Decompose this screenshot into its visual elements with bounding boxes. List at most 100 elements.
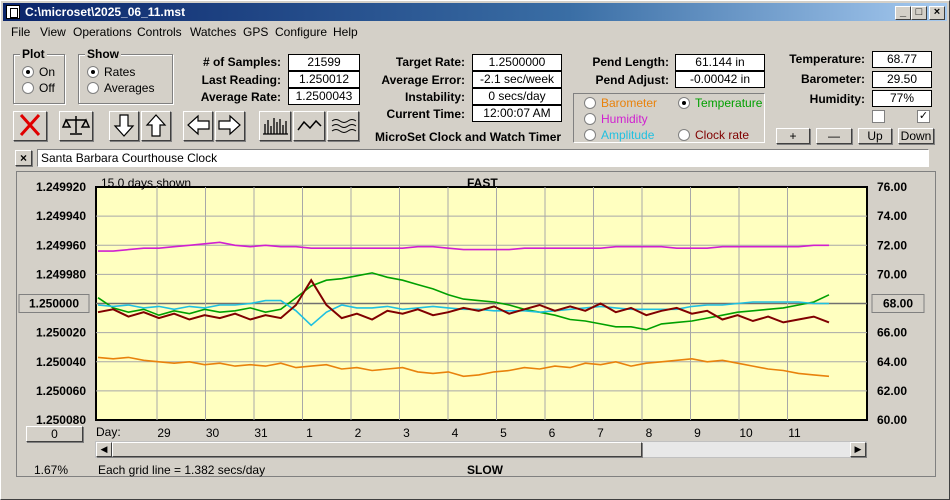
current-time-value: 12:00:07 AM xyxy=(472,105,562,122)
humidity-label: Humidity: xyxy=(809,92,865,106)
arrow-right-icon xyxy=(218,114,241,136)
y-tick-left: 1.250060 xyxy=(36,384,86,398)
menu-watches[interactable]: Watches xyxy=(190,25,237,39)
arrow-right-button[interactable] xyxy=(215,111,245,141)
clear-name-button[interactable]: × xyxy=(15,150,32,166)
y-tick-right: 76.00 xyxy=(877,180,907,194)
y-tick-left: 1.250040 xyxy=(36,355,86,369)
x-tick-label: 7 xyxy=(597,426,604,440)
wave-graph-icon xyxy=(331,119,357,133)
instability-label: Instability: xyxy=(404,90,465,104)
title-bar[interactable]: C:\microset\2025_06_11.mst _ □ × xyxy=(3,3,947,21)
sensor-clockrate-radio[interactable]: Clock rate xyxy=(678,128,749,142)
radio-dot-icon xyxy=(584,97,596,109)
pend-adjust-label: Pend Adjust: xyxy=(595,73,669,87)
x-tick-label: 29 xyxy=(157,426,171,440)
show-rates-radio[interactable]: Rates xyxy=(87,65,135,79)
line-view-button[interactable] xyxy=(293,111,325,141)
temperature-label: Temperature: xyxy=(789,52,865,66)
y-tick-left: 1.249920 xyxy=(36,180,86,194)
menu-configure[interactable]: Configure xyxy=(275,25,328,39)
x-tick-label: 8 xyxy=(646,426,653,440)
right-center-label: 68.00 xyxy=(883,297,913,311)
right-center-button[interactable] xyxy=(871,294,925,313)
minimize-button[interactable]: _ xyxy=(895,6,911,20)
plot-on-radio[interactable]: On xyxy=(22,65,55,79)
sensor-barometer-radio[interactable]: Barometer xyxy=(584,96,657,110)
radio-label: On xyxy=(39,65,56,79)
line-graph-icon xyxy=(297,119,322,131)
slow-label: SLOW xyxy=(467,463,503,477)
y-tick-right: 62.00 xyxy=(877,384,907,398)
radio-label: Rates xyxy=(104,65,136,79)
arrow-left-button[interactable] xyxy=(183,111,213,141)
average-error-label: Average Error: xyxy=(381,73,465,87)
pend-adjust-value: -0.00042 in xyxy=(675,71,765,88)
checkbox-1[interactable] xyxy=(872,110,885,123)
close-window-button[interactable]: × xyxy=(929,6,945,20)
app-subtitle: MicroSet Clock and Watch Timer xyxy=(375,130,562,144)
series-line-amplitude xyxy=(97,299,829,327)
plus-button[interactable]: + xyxy=(776,128,810,144)
maximize-button[interactable]: □ xyxy=(911,6,927,20)
x-tick-label: 5 xyxy=(500,426,507,440)
window-title: C:\microset\2025_06_11.mst xyxy=(25,5,186,19)
target-rate-value: 1.2500000 xyxy=(472,54,562,71)
y-tick-right: 60.00 xyxy=(877,413,907,427)
arrow-down-button[interactable] xyxy=(109,111,139,141)
menu-controls[interactable]: Controls xyxy=(137,25,182,39)
scroll-left-button[interactable]: ◀ xyxy=(96,442,112,457)
last-reading-value: 1.250012 xyxy=(288,71,360,88)
up-button[interactable]: Up xyxy=(858,128,892,144)
series-line-clock-rate xyxy=(97,278,830,324)
red-x-icon xyxy=(19,113,41,137)
series-line-temperature xyxy=(97,272,830,331)
radio-dot-icon xyxy=(22,82,34,94)
menu-view[interactable]: View xyxy=(40,25,66,39)
arrow-up-icon xyxy=(145,114,167,137)
radio-dot-icon xyxy=(678,129,690,141)
horizontal-scrollbar[interactable]: ◀ ▶ xyxy=(95,441,867,458)
x-tick-label: 10 xyxy=(739,426,753,440)
left-center-button[interactable] xyxy=(18,294,90,313)
scroll-right-button[interactable]: ▶ xyxy=(850,442,866,457)
y-tick-right: 66.00 xyxy=(877,326,907,340)
radio-dot-icon xyxy=(678,97,690,109)
sensor-label: Humidity xyxy=(601,112,648,126)
x-tick-label: 9 xyxy=(694,426,701,440)
show-averages-radio[interactable]: Averages xyxy=(87,81,154,95)
humidity-value: 77% xyxy=(872,90,932,107)
checkbox-2[interactable]: ✓ xyxy=(917,110,930,123)
menu-file[interactable]: File xyxy=(11,25,31,39)
samples-value: 21599 xyxy=(288,54,360,71)
bars-view-button[interactable] xyxy=(259,111,291,141)
menu-operations[interactable]: Operations xyxy=(73,25,132,39)
balance-button[interactable] xyxy=(59,111,93,141)
menu-gps[interactable]: GPS xyxy=(243,25,269,39)
average-rate-value: 1.2500043 xyxy=(288,88,360,105)
series-line-humidity xyxy=(98,241,829,252)
target-rate-label: Target Rate: xyxy=(395,55,465,69)
barometer-label: Barometer: xyxy=(800,72,865,86)
last-reading-label: Last Reading: xyxy=(201,73,281,87)
wave-view-button[interactable] xyxy=(327,111,359,141)
sensor-amplitude-radio[interactable]: Amplitude xyxy=(584,128,654,142)
minus-button[interactable]: — xyxy=(816,128,852,144)
zero-button[interactable]: 0 xyxy=(26,426,83,442)
stop-button[interactable] xyxy=(13,111,47,141)
arrow-left-icon xyxy=(187,114,210,136)
sensor-humidity-radio[interactable]: Humidity xyxy=(584,112,648,126)
instability-value: 0 secs/day xyxy=(472,88,562,105)
arrow-up-button[interactable] xyxy=(141,111,171,141)
fast-label: FAST xyxy=(467,176,498,190)
down-button[interactable]: Down xyxy=(898,128,934,144)
menu-help[interactable]: Help xyxy=(333,25,358,39)
sensor-temperature-radio[interactable]: Temperature xyxy=(678,96,762,110)
sensor-label: Barometer xyxy=(601,96,658,110)
clock-name-input[interactable]: Santa Barbara Courthouse Clock xyxy=(37,149,929,167)
sensor-select-box: Barometer Temperature Humidity Amplitude… xyxy=(573,93,765,143)
y-tick-left: 1.250080 xyxy=(36,413,86,427)
plot-off-radio[interactable]: Off xyxy=(22,81,55,95)
scroll-thumb[interactable] xyxy=(112,442,642,457)
